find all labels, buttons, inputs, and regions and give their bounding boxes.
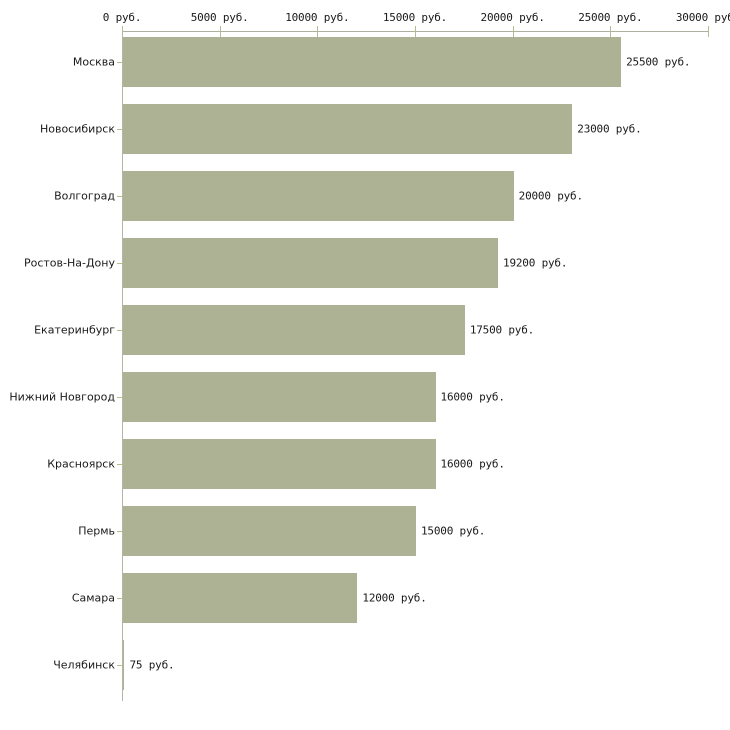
x-axis-tick (219, 26, 221, 37)
y-axis-line (122, 31, 123, 701)
bar-value-label: 23000 руб. (577, 122, 642, 136)
y-axis-tick (117, 330, 123, 331)
y-axis-tick (117, 397, 123, 398)
category-label-3: Ростов-На-Дону (23, 256, 115, 270)
category-label-9: Челябинск (53, 658, 115, 672)
bar[interactable] (123, 640, 125, 690)
y-axis-tick (117, 665, 123, 666)
category-label-5: Нижний Новгород (9, 390, 115, 404)
bar-value-label: 17500 руб. (469, 323, 535, 337)
x-axis-tick-label: 5000 руб. (190, 11, 249, 24)
bar[interactable] (123, 171, 514, 221)
x-axis-tick (415, 26, 416, 37)
y-axis-tick (117, 598, 123, 599)
y-axis-tick (117, 62, 123, 63)
bar-value-label: 15000 руб. (421, 524, 486, 538)
x-axis-tick (512, 26, 514, 37)
bar[interactable] (123, 238, 499, 288)
bar[interactable] (123, 37, 622, 87)
x-axis-tick-label: 0 руб. (102, 11, 142, 24)
x-axis-tick-label: 30000 руб. (675, 11, 730, 24)
x-axis-tick-label: 15000 руб. (382, 11, 448, 24)
x-axis-tick (708, 26, 709, 37)
bar-value-label: 16000 руб. (440, 457, 505, 471)
x-axis-tick (317, 26, 319, 37)
x-axis-tick-label: 10000 руб. (285, 11, 350, 24)
x-axis-tick (122, 26, 123, 37)
bar-value-label: 19200 руб. (503, 256, 568, 270)
category-label-4: Екатеринбург (34, 323, 115, 337)
category-label-6: Красноярск (47, 457, 115, 471)
category-label-8: Самара (71, 591, 115, 605)
bar-value-label: 16000 руб. (440, 390, 505, 404)
y-axis-tick (117, 531, 123, 532)
bar[interactable] (123, 372, 436, 422)
y-axis-tick (117, 263, 123, 264)
bar[interactable] (123, 573, 358, 623)
category-label-1: Новосибирск (39, 122, 115, 136)
x-axis-tick-label: 20000 руб. (480, 11, 545, 24)
y-axis-tick (117, 464, 123, 465)
x-axis-tick-label: 25000 руб. (578, 11, 643, 24)
bar-value-label: 75 руб. (129, 658, 175, 672)
y-axis-tick (117, 196, 123, 197)
x-axis-tick (610, 26, 612, 37)
bar[interactable] (123, 439, 436, 489)
bar-value-label: 25500 руб. (626, 55, 691, 69)
bar[interactable] (123, 305, 465, 355)
bar-value-label: 12000 руб. (362, 591, 427, 605)
bar[interactable] (123, 506, 416, 556)
bar[interactable] (123, 104, 573, 154)
y-axis-tick (117, 129, 123, 130)
category-label-0: Москва (72, 55, 115, 69)
category-label-2: Волгоград (54, 189, 115, 203)
bar-value-label: 20000 руб. (518, 189, 583, 203)
category-label-7: Пермь (78, 524, 115, 538)
